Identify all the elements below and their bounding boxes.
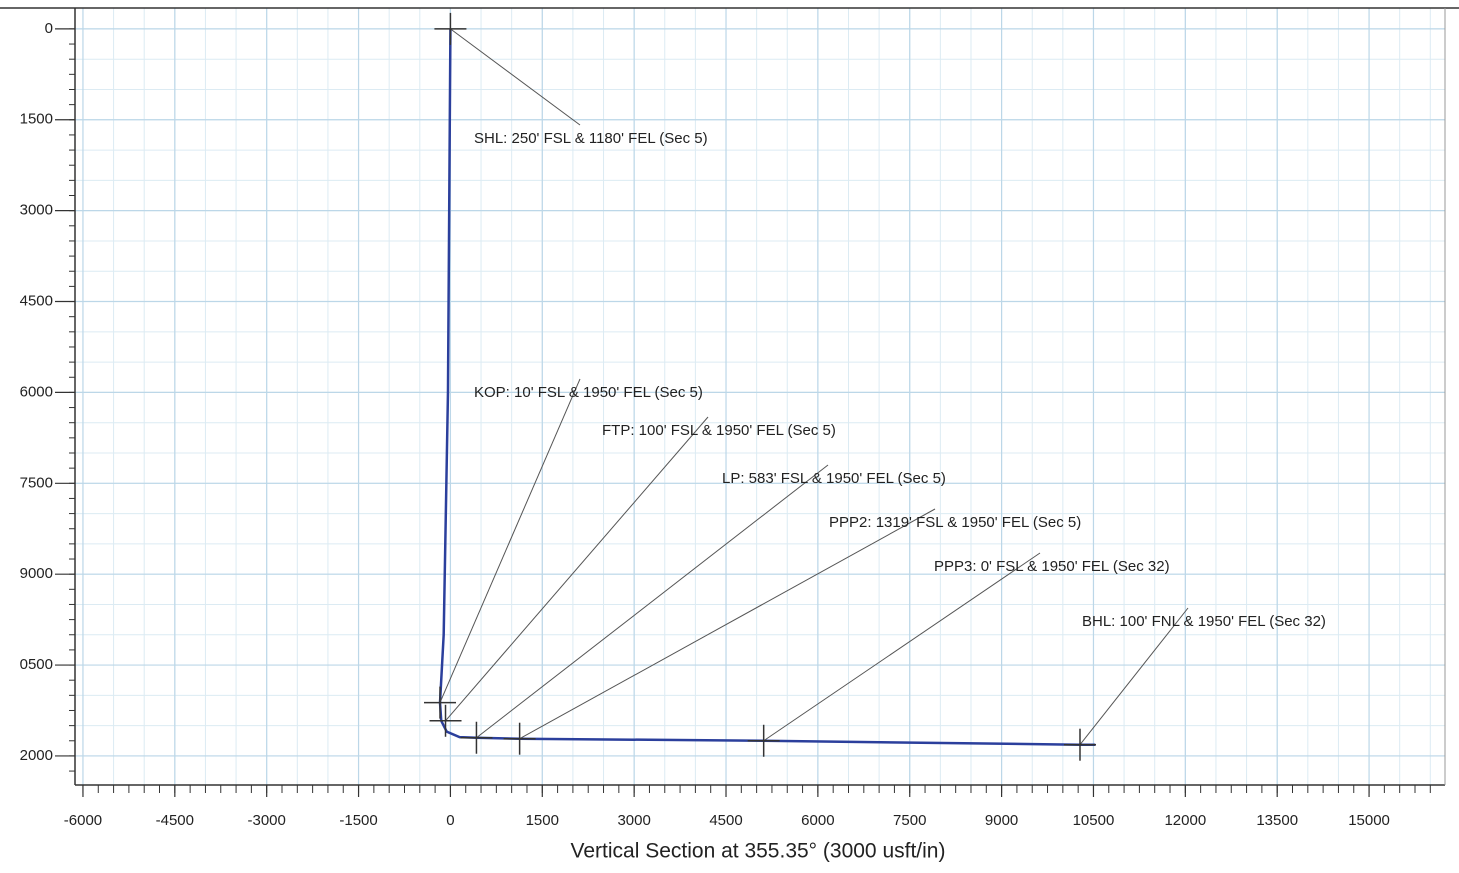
x-tick-label: 1500 <box>526 812 559 829</box>
x-tick-label: 10500 <box>1073 812 1115 829</box>
leader-line <box>450 28 581 126</box>
y-tick-label: 6000 <box>20 383 53 400</box>
x-tick-label: 3000 <box>617 812 650 829</box>
x-tick-label: 12000 <box>1164 812 1206 829</box>
y-tick-label: 2000 <box>20 747 53 764</box>
annotation-label: LP: 583' FSL & 1950' FEL (Sec 5) <box>722 470 946 487</box>
y-tick-label: 1500 <box>20 111 53 128</box>
x-tick-label: -4500 <box>156 812 194 829</box>
x-tick-label: -1500 <box>339 812 377 829</box>
x-tick-label: -3000 <box>248 812 286 829</box>
x-tick-label: -6000 <box>64 812 102 829</box>
y-tick-label: 0500 <box>20 656 53 673</box>
y-tick-label: 3000 <box>20 202 53 219</box>
y-tick-label: 9000 <box>20 565 53 582</box>
leader-line <box>476 464 829 739</box>
x-tick-label: 0 <box>446 812 454 829</box>
x-tick-label: 6000 <box>801 812 834 829</box>
x-tick-label: 9000 <box>985 812 1018 829</box>
y-tick-label: 0 <box>45 20 53 37</box>
x-axis-label: Vertical Section at 355.35° (3000 usft/i… <box>571 840 946 863</box>
leader-line <box>519 508 936 740</box>
x-tick-label: 4500 <box>709 812 742 829</box>
leader-line <box>439 378 581 703</box>
leader-line <box>763 552 1041 742</box>
annotation-label: PPP3: 0' FSL & 1950' FEL (Sec 32) <box>934 558 1170 575</box>
annotation-label: SHL: 250' FSL & 1180' FEL (Sec 5) <box>474 130 708 147</box>
x-tick-label: 15000 <box>1348 812 1390 829</box>
annotation-label: FTP: 100' FSL & 1950' FEL (Sec 5) <box>602 422 836 439</box>
y-tick-label: 7500 <box>20 474 53 491</box>
leader-line <box>1079 607 1189 746</box>
x-tick-label: 13500 <box>1256 812 1298 829</box>
annotation-label: BHL: 100' FNL & 1950' FEL (Sec 32) <box>1082 613 1326 630</box>
annotation-label: PPP2: 1319' FSL & 1950' FEL (Sec 5) <box>829 514 1081 531</box>
annotation-label: KOP: 10' FSL & 1950' FEL (Sec 5) <box>474 384 703 401</box>
y-tick-label: 4500 <box>20 293 53 310</box>
leader-line <box>445 416 709 722</box>
x-tick-label: 7500 <box>893 812 926 829</box>
well-path <box>438 28 1096 746</box>
